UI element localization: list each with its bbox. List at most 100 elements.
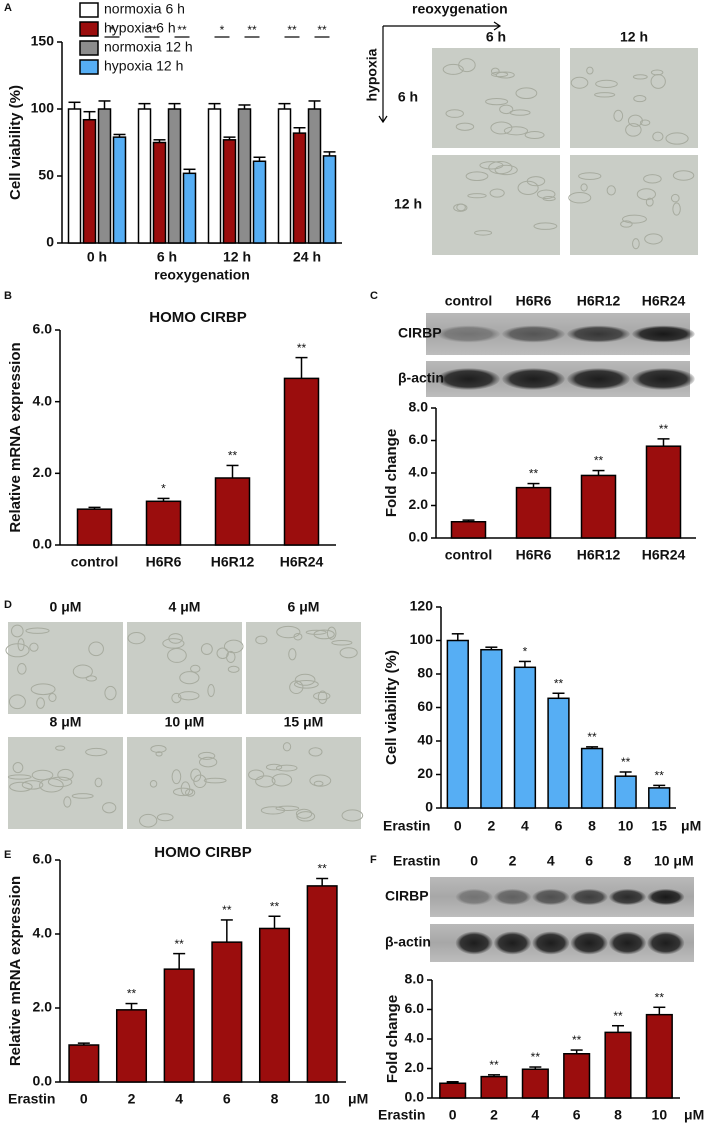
legend-swatch <box>79 59 99 75</box>
y-tick-label: 2.0 <box>33 464 53 480</box>
bar <box>222 139 237 244</box>
x-axis-prefix: Erastin <box>383 818 430 834</box>
cell <box>9 781 33 792</box>
cell <box>139 813 158 828</box>
column-title: reoxygenation <box>412 1 508 17</box>
bar <box>614 775 637 809</box>
x-axis-prefix: Erastin <box>378 1107 425 1123</box>
image-label: 4 μM <box>169 599 201 615</box>
cell <box>580 183 588 192</box>
micrograph-bg <box>127 737 242 829</box>
y-tick-label: 0.0 <box>405 1089 425 1105</box>
bar <box>580 474 617 539</box>
bar <box>439 1082 467 1099</box>
bar <box>547 697 570 809</box>
bar <box>480 648 503 809</box>
bar <box>68 1044 100 1083</box>
error-bar <box>308 100 321 109</box>
significance: ** <box>613 1009 623 1023</box>
significance: ** <box>147 23 157 37</box>
cell <box>568 192 592 204</box>
y-tick-label: 100 <box>31 100 55 116</box>
significance: ** <box>655 990 665 1004</box>
cell <box>465 171 489 181</box>
x-tick-label: 10 <box>314 1091 330 1107</box>
x-tick-label: 2 <box>490 1107 498 1123</box>
error-bar <box>88 506 101 510</box>
row-label: CIRBP <box>398 325 442 341</box>
cell <box>223 639 244 654</box>
x-tick-label: 2 <box>487 818 495 834</box>
image-label: 8 μM <box>50 714 82 730</box>
y-tick-label: 6.0 <box>33 321 53 337</box>
bar <box>515 486 552 539</box>
significance: ** <box>659 422 669 436</box>
error-bar <box>316 877 329 886</box>
image-label: 6 μM <box>288 599 320 615</box>
cell <box>570 76 589 89</box>
micrograph-bg <box>432 155 560 255</box>
micrograph <box>570 48 698 148</box>
cell <box>260 806 286 815</box>
bar <box>480 1075 508 1099</box>
cell <box>7 774 32 780</box>
cell <box>190 664 201 673</box>
y-tick-label: 0 <box>46 234 54 250</box>
error-bar <box>220 919 233 943</box>
x-axis-label: reoxygenation <box>154 267 250 283</box>
bar <box>645 1013 673 1099</box>
blot-band <box>455 931 493 955</box>
x-tick-label: 2 <box>128 1091 136 1107</box>
cell <box>11 624 24 638</box>
micrograph <box>127 737 242 829</box>
row-label: CIRBP <box>385 888 429 904</box>
error-bar <box>278 102 291 109</box>
significance: ** <box>287 23 297 37</box>
cell <box>313 780 324 787</box>
cell <box>248 769 265 781</box>
cell <box>474 230 493 236</box>
row-label: 12 h <box>394 196 422 212</box>
x-tick-label: 24 h <box>293 249 321 265</box>
bar <box>307 108 322 244</box>
cell <box>517 180 539 196</box>
cell <box>526 176 546 187</box>
cell <box>308 747 323 757</box>
column-label: 6 h <box>486 29 506 45</box>
blot-band <box>647 889 685 905</box>
cell <box>458 58 476 73</box>
cell <box>150 744 167 753</box>
cell <box>455 122 475 131</box>
x-tick-label: 6 h <box>157 249 177 265</box>
x-axis-prefix: Erastin <box>8 1091 55 1107</box>
significance: * <box>523 645 528 659</box>
cell <box>442 63 464 75</box>
cell <box>295 808 313 819</box>
error-bar <box>125 1002 138 1010</box>
y-tick-label: 50 <box>38 167 54 183</box>
cell <box>276 625 301 639</box>
cell <box>102 802 117 814</box>
y-tick-label: 2.0 <box>405 1059 425 1075</box>
bar <box>214 477 251 546</box>
bar <box>446 639 469 809</box>
blot-band <box>437 368 500 390</box>
error-bar <box>619 771 632 777</box>
bar <box>207 108 222 244</box>
cell <box>198 751 216 760</box>
x-tick-label: 6 <box>555 818 563 834</box>
y-tick-label: 8.0 <box>409 399 429 415</box>
bar <box>648 787 671 809</box>
legend-label: normoxia 12 h <box>104 39 193 55</box>
column-label: 12 h <box>620 29 648 45</box>
cell <box>207 684 215 698</box>
cell <box>17 638 25 652</box>
cell <box>326 626 337 640</box>
error-bar <box>113 133 126 138</box>
cell <box>296 811 316 822</box>
cell <box>331 640 353 646</box>
y-tick-label: 8.0 <box>405 971 425 987</box>
y-tick-label: 100 <box>410 631 434 647</box>
cell <box>490 67 500 75</box>
micrograph <box>7 737 123 829</box>
